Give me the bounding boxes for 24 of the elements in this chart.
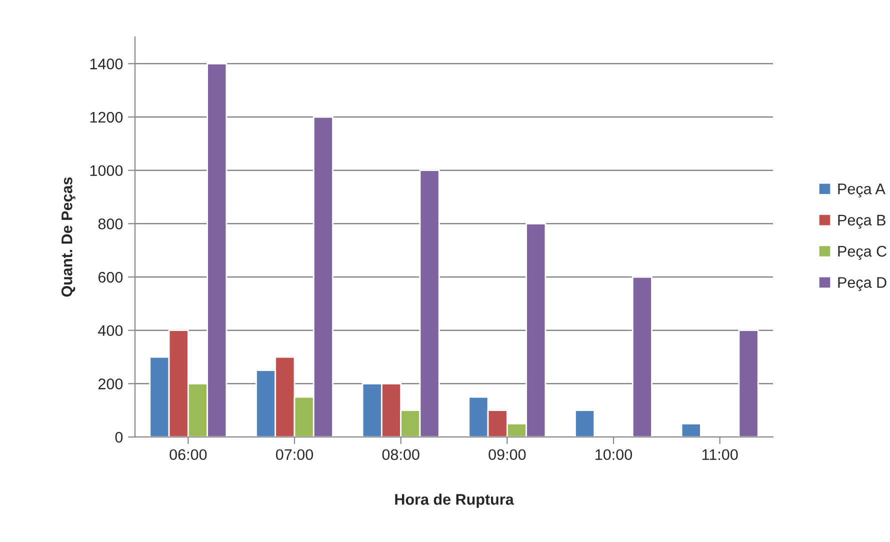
y-tick-label: 600 — [98, 272, 123, 283]
legend-label: Peça D — [838, 277, 886, 291]
y-axis-title: Quant. De Peças — [61, 177, 76, 297]
y-tick-label: 400 — [98, 325, 123, 336]
x-axis-title: Hora de Ruptura — [395, 494, 514, 508]
bar — [632, 276, 652, 437]
x-tick-label: 08:00 — [382, 449, 420, 460]
x-tick-label: 11:00 — [702, 449, 738, 460]
y-tick-label: 1000 — [90, 165, 123, 176]
x-tick-label: 09:00 — [488, 449, 526, 460]
x-tick-label: 10:00 — [596, 449, 632, 460]
y-tick-label: 1400 — [90, 58, 123, 70]
bar — [574, 410, 596, 437]
x-tick-label: 07:00 — [276, 449, 314, 460]
legend-label: Peça A — [838, 184, 886, 198]
y-tick-label: 0 — [115, 432, 123, 443]
bar — [738, 330, 759, 437]
x-tick-label: 06:00 — [170, 449, 207, 460]
legend-label: Peça C — [838, 246, 886, 260]
y-tick-label: 1200 — [90, 112, 123, 123]
y-tick-label: 200 — [98, 378, 123, 390]
y-tick-label: 800 — [98, 218, 123, 230]
bar — [680, 422, 702, 437]
legend-label: Peça B — [838, 214, 886, 229]
